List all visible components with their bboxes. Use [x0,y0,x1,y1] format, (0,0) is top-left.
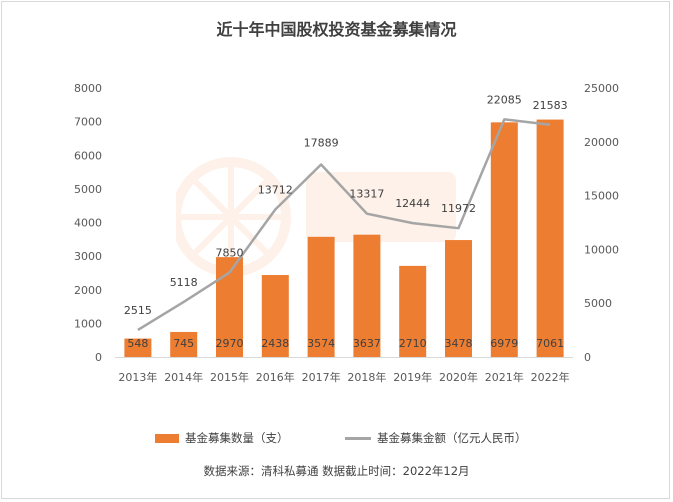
right-tick-label: 15000 [584,190,619,203]
bar-data-label: 2438 [261,337,289,350]
right-tick-label: 10000 [584,243,619,256]
x-tick-label: 2014年 [164,370,203,384]
source-note: 数据来源：清科私募通 数据截止时间：2022年12月 [203,464,470,478]
bar-data-label: 3637 [353,337,381,350]
line-data-label: 2515 [124,304,152,317]
left-axis: 0 1000 2000 3000 4000 5000 6000 7000 8000 [74,82,102,364]
legend-label-line: 基金募集金额（亿元人民币） [377,431,527,445]
line-data-label: 7850 [216,247,244,260]
right-tick-label: 25000 [584,82,619,95]
left-tick-label: 8000 [74,82,102,95]
line-data-label: 21583 [533,99,568,112]
bar-data-label: 745 [173,337,194,350]
bar-data-label: 6979 [490,337,518,350]
right-axis: 0 5000 10000 15000 20000 25000 [584,82,619,364]
legend-item-bar[interactable]: 基金募集数量（支） [155,430,289,446]
left-tick-label: 7000 [74,116,102,129]
bar-data-label: 548 [127,337,148,350]
bar[interactable] [261,275,289,357]
x-tick-label: 2018年 [347,370,386,384]
x-tick-label: 2013年 [118,370,157,384]
line-data-label: 12444 [395,197,430,210]
data-labels: 548 745 2970 2438 3574 3637 2710 3478 6979 7061 25… [124,93,568,350]
bar-data-label: 7061 [536,337,564,350]
bar[interactable] [353,234,381,357]
bar-data-label: 2970 [216,337,244,350]
right-tick-label: 5000 [584,297,612,310]
x-tick-label: 2015年 [210,370,249,384]
bar-data-label: 3478 [445,337,473,350]
line-data-label: 5118 [170,276,198,289]
right-tick-label: 0 [584,351,591,364]
left-tick-label: 0 [95,351,102,364]
bar[interactable] [170,331,198,357]
chart-title: 近十年中国股权投资基金募集情况 [216,20,457,39]
line-data-label: 22085 [487,93,522,106]
x-tick-label: 2016年 [256,370,295,384]
left-tick-label: 2000 [74,284,102,297]
x-tick-label: 2020年 [439,370,478,384]
line-data-label: 13712 [258,183,293,196]
bar[interactable] [490,122,518,358]
x-tick-label: 2019年 [393,370,432,384]
bar[interactable] [307,236,335,357]
chart-svg: 0 1000 2000 3000 4000 5000 6000 7000 8000 0 5000 1… [74,82,619,384]
x-tick-label: 2022年 [531,370,570,384]
legend-label-bar: 基金募集数量（支） [185,431,289,445]
line-series [137,118,551,332]
bar-data-label: 3574 [307,337,335,350]
line-data-label: 11972 [441,202,476,215]
x-axis: 2013年 2014年 2015年 2016年 2017年 2018年 2019年 2020年… [115,357,573,384]
bar[interactable] [399,265,427,357]
left-tick-label: 4000 [74,217,102,230]
line-path[interactable] [137,118,551,332]
legend-item-line[interactable]: 基金募集金额（亿元人民币） [345,430,527,446]
right-tick-label: 20000 [584,136,619,149]
legend: 基金募集数量（支） 基金募集金额（亿元人民币） [0,430,673,450]
left-tick-label: 6000 [74,149,102,162]
legend-swatch-bar [155,433,179,443]
bar[interactable] [445,240,472,357]
x-tick-label: 2021年 [485,370,524,384]
bar[interactable] [124,338,152,357]
legend-swatch-line [345,436,371,440]
bar-series [124,119,564,358]
x-tick-label: 2017年 [302,370,341,384]
bar[interactable] [536,119,564,357]
left-tick-label: 3000 [74,250,102,263]
left-tick-label: 1000 [74,317,102,330]
line-data-label: 17889 [304,137,339,150]
line-data-label: 13317 [349,188,384,201]
left-tick-label: 5000 [74,183,102,196]
bar-data-label: 2710 [399,337,427,350]
